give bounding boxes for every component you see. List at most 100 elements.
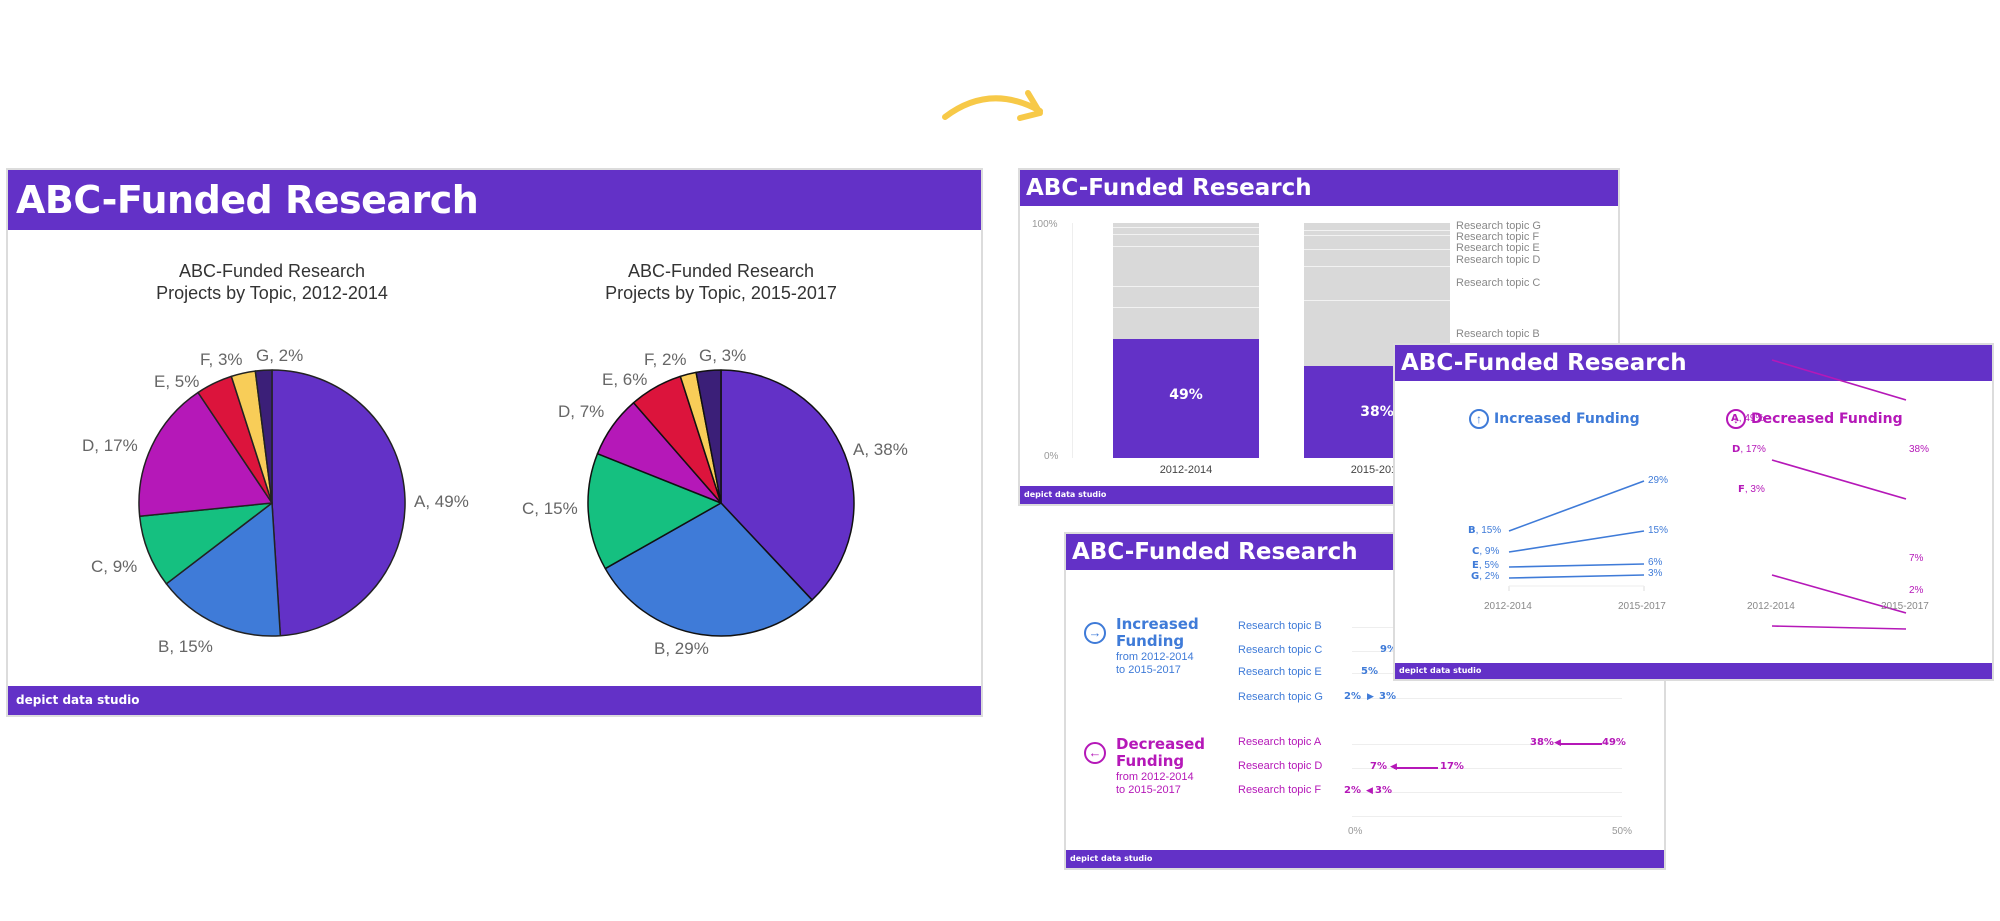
- value-topic-g-to: 3%: [1379, 691, 1396, 702]
- pie1-label-G: G, 2%: [256, 346, 304, 365]
- slope-x-2012-2014-dec: 2012-2014: [1747, 601, 1795, 612]
- arrow-right-circle-icon: →: [1084, 622, 1106, 644]
- slice-G: [254, 369, 273, 504]
- slope-label-d-end: 7%: [1909, 553, 1924, 564]
- slide-title: ABC-Funded Research: [1020, 170, 1618, 206]
- increased-funding-title: Increased Funding: [1494, 411, 1640, 427]
- slope-label-c-start: C, 9%: [1472, 546, 1500, 557]
- pie2-label-A: A, 38%: [853, 440, 908, 459]
- row-label-topic-e: Research topic E: [1238, 666, 1322, 678]
- arrow-right-small-icon: ▶: [1367, 691, 1374, 701]
- legend-topic-c: Research topic C: [1456, 277, 1541, 289]
- slope-label-a-end: 38%: [1909, 444, 1930, 455]
- pie-title-2015-2017: ABC-Funded Research Projects by Topic, 2…: [605, 261, 837, 303]
- slice-B: [165, 502, 282, 637]
- slide-pie-charts: ABC-Funded Research ABC-Funded Research …: [6, 168, 983, 717]
- arrowhead-left-icon: ◀: [1390, 761, 1397, 771]
- arrow-up-circle-icon: ↑: [1469, 409, 1489, 429]
- slope-label-f-start: F, 3%: [1738, 484, 1765, 495]
- row-label-topic-c: Research topic C: [1238, 644, 1323, 656]
- legend-topic-g: Research topic G: [1456, 220, 1541, 232]
- decreased-funding-title: Decreased Funding: [1116, 735, 1206, 770]
- bar-highlight-topic-a: 49%: [1113, 339, 1259, 458]
- slide-footer-brand: depict data studio: [1395, 663, 1992, 679]
- pie-chart-2012-2014: [138, 369, 406, 637]
- arrowhead-left-icon: ◀: [1366, 785, 1373, 795]
- slice-A: [271, 369, 406, 637]
- slope-x-2012-2014: 2012-2014: [1484, 601, 1532, 612]
- value-topic-g-from: 2%: [1344, 691, 1361, 702]
- x-tick-50: 50%: [1612, 826, 1633, 837]
- pie2-label-C: C, 15%: [522, 499, 578, 518]
- curved-arrow-right-icon: [942, 90, 1043, 121]
- pie1-label-B: B, 15%: [158, 637, 213, 656]
- arrow-topic-a: [1558, 743, 1602, 745]
- arrow-topic-d: [1394, 767, 1438, 769]
- pie-chart-2015-2017: [587, 369, 855, 637]
- value-topic-c-from: 9%: [1380, 644, 1397, 655]
- value-topic-f-from: 3%: [1375, 785, 1392, 796]
- slope-label-c-end: 15%: [1648, 525, 1669, 536]
- slope-lines-decreased: [1771, 459, 1907, 630]
- pie1-label-D: D, 17%: [82, 436, 138, 455]
- slope-label-e-end: 6%: [1648, 557, 1663, 568]
- arrowhead-left-icon: ◀: [1554, 737, 1561, 747]
- value-topic-a-from: 49%: [1602, 737, 1626, 748]
- slide-footer-brand: depict data studio: [1066, 850, 1664, 868]
- value-topic-a-to: 38%: [1530, 737, 1554, 748]
- x-axis-line: [1352, 816, 1622, 817]
- bar-2012-2014: 49%: [1113, 223, 1259, 458]
- slide-title: ABC-Funded Research: [8, 170, 981, 230]
- slide-title: ABC-Funded Research: [1395, 345, 1992, 381]
- y-tick-100: 100%: [1032, 219, 1058, 230]
- x-label-2012-2014: 2012-2014: [1159, 464, 1213, 476]
- value-topic-d-to: 7%: [1370, 761, 1387, 772]
- slice-A: [720, 369, 855, 601]
- slide-footer-brand: depict data studio: [8, 686, 981, 715]
- increased-funding-title: Increased Funding: [1116, 615, 1199, 650]
- slope-label-d-start: D, 17%: [1732, 444, 1766, 455]
- x-label-2015-2017: 2015-2017: [1350, 464, 1404, 476]
- row-label-topic-a: Research topic A: [1238, 736, 1322, 748]
- value-topic-d-from: 17%: [1440, 761, 1464, 772]
- decreased-funding-subtitle: from 2012-2014 to 2015-2017: [1116, 771, 1194, 796]
- pie1-label-A: A, 49%: [414, 492, 469, 511]
- slope-lines: [1508, 359, 1907, 591]
- pie2-label-E: E, 6%: [602, 370, 648, 389]
- pie1-label-E: E, 5%: [154, 372, 200, 391]
- legend-topic-f: Research topic F: [1456, 231, 1540, 243]
- y-axis-line: [1072, 223, 1073, 458]
- pie1-label-F: F, 3%: [200, 350, 243, 369]
- value-topic-e-from: 5%: [1361, 666, 1378, 677]
- pie-title-2012-2014: ABC-Funded Research Projects by Topic, 2…: [156, 261, 388, 303]
- row-label-topic-d: Research topic D: [1238, 760, 1323, 772]
- slope-label-g-end: 3%: [1648, 568, 1663, 579]
- slice-G: [695, 369, 722, 504]
- row-label-topic-g: Research topic G: [1238, 691, 1323, 703]
- slide-slope-charts: ABC-Funded Research ↑ Increased Funding …: [1393, 343, 1994, 681]
- slope-label-g-start: G, 2%: [1471, 571, 1500, 582]
- legend-topic-b: Research topic B: [1456, 328, 1540, 340]
- slope-label-e-start: E, 5%: [1472, 560, 1499, 571]
- slope-label-b-end: 29%: [1648, 475, 1669, 486]
- slope-x-2015-2017: 2015-2017: [1618, 601, 1666, 612]
- slide-stacked-bars: ABC-Funded Research 100% 0% 49% 38% 2012…: [1018, 168, 1620, 506]
- decreased-funding-title: Decreased Funding: [1751, 411, 1903, 427]
- slice-C: [587, 452, 722, 570]
- pie1-label-C: C, 9%: [91, 557, 138, 576]
- pie2-label-D: D, 7%: [558, 402, 605, 421]
- arrow-down-circle-icon: ↓: [1726, 409, 1746, 429]
- legend-topic-d: Research topic D: [1456, 254, 1541, 266]
- slope-label-b-start: B, 15%: [1468, 525, 1502, 536]
- row-label-topic-b: Research topic B: [1238, 620, 1322, 632]
- slope-label-a-start: A, 49%: [1731, 413, 1765, 424]
- row-label-topic-f: Research topic F: [1238, 784, 1322, 796]
- y-tick-0: 0%: [1044, 451, 1059, 462]
- increased-funding-subtitle: from 2012-2014 to 2015-2017: [1116, 651, 1194, 676]
- pie2-label-G: G, 3%: [699, 346, 747, 365]
- arrow-left-circle-icon: ←: [1084, 742, 1106, 764]
- pie2-label-B: B, 29%: [654, 639, 709, 658]
- value-topic-f-to: 2%: [1344, 785, 1361, 796]
- slice-D: [138, 391, 273, 518]
- pie2-label-F: F, 2%: [644, 350, 687, 369]
